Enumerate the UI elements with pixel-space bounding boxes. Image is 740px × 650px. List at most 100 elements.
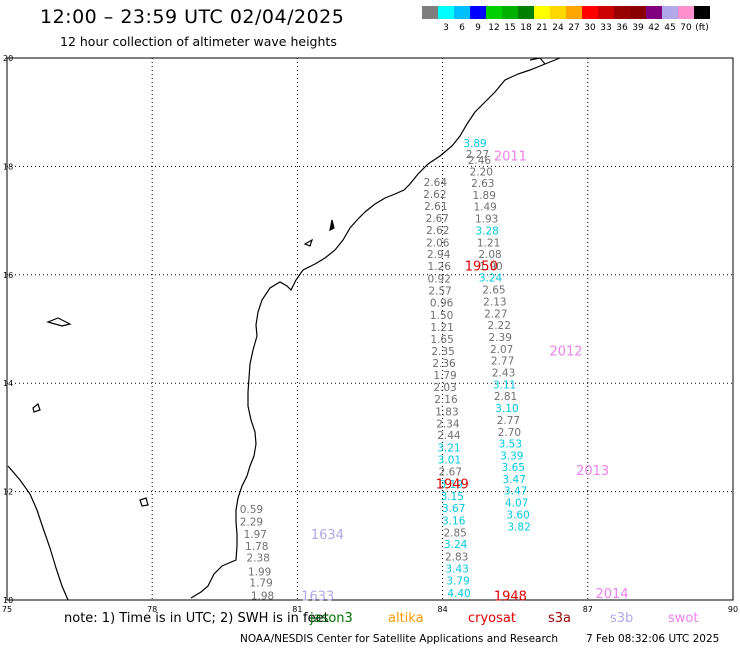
swh-value: 3.65 <box>502 462 525 474</box>
swh-value: 3.28 <box>475 225 498 237</box>
swh-value: 3.01 <box>438 455 461 467</box>
swh-value: 2.77 <box>497 415 520 427</box>
swh-value: 2.39 <box>489 332 512 344</box>
y-tick-label: 10 <box>3 596 13 605</box>
coastline <box>7 57 561 601</box>
swh-value: 2.16 <box>434 394 458 406</box>
swh-value: 1.78 <box>245 541 268 553</box>
map-border <box>6 57 734 601</box>
swh-value: 2.13 <box>483 296 506 308</box>
swh-value: 1.49 <box>473 202 496 214</box>
color-scale-label: 45 <box>664 23 676 33</box>
swh-value: 3.24 <box>444 539 468 551</box>
swh-value: 2.35 <box>431 346 454 358</box>
swh-value: 2.70 <box>498 427 521 439</box>
swh-value: 3.19 <box>440 479 463 491</box>
x-tick-label: 81 <box>292 605 302 614</box>
x-tick-label: 87 <box>583 605 593 614</box>
color-swatch <box>486 6 502 19</box>
color-scale-legend: 3 6 9 12 15 18 21 24 27 30 33 36 39 42 45 70 (ft) <box>422 6 710 33</box>
color-scale-label: 18 <box>520 23 532 33</box>
color-swatch <box>422 6 438 19</box>
color-scale-labels: 3 6 9 12 15 18 21 24 27 30 33 36 39 42 45 70 (ft) <box>422 23 710 33</box>
swh-value: 2.77 <box>491 355 514 367</box>
pass-time-labels: 2011 1950 2012 1949 2013 1634 1633 1948 2014 <box>301 150 628 605</box>
color-scale-label: 42 <box>648 23 660 33</box>
swh-value: 2.64 <box>424 177 448 189</box>
swh-value: 2.61 <box>424 201 447 213</box>
satellite-label-swot: swot <box>668 611 699 626</box>
satellite-label-s3a: s3a <box>548 611 572 626</box>
color-scale-label: 21 <box>536 23 548 33</box>
color-swatch <box>614 6 630 19</box>
swh-value: 3.10 <box>495 403 518 415</box>
x-tick-label: 84 <box>438 605 448 614</box>
chart-subtitle: 12 hour collection of altimeter wave hei… <box>60 34 337 49</box>
swh-value: 2.34 <box>436 418 460 430</box>
swh-value: 1.79 <box>249 578 272 590</box>
color-swatch <box>678 6 694 19</box>
y-tick-label: 20 <box>3 54 13 63</box>
swh-value: 2.63 <box>471 178 494 190</box>
satellite-label-s3b: s3b <box>610 611 634 626</box>
swh-observations: 0.592.291.971.782.381.991.791.982.642.62… <box>240 138 531 603</box>
pass-time-label: 2011 <box>494 150 527 165</box>
lat-lon-grid <box>7 58 733 600</box>
color-scale-label: 9 <box>475 23 481 33</box>
color-scale-label: (ft) <box>695 23 709 33</box>
color-swatch <box>470 6 486 19</box>
color-swatch <box>518 6 534 19</box>
color-scale-label: 12 <box>488 23 500 33</box>
axis-tick-labels: 75 78 81 84 87 90 10 12 14 16 18 20 <box>2 54 738 614</box>
swh-value: 3.21 <box>437 443 460 455</box>
swh-value: 1.65 <box>430 334 453 346</box>
color-swatch <box>694 6 710 19</box>
pass-time-label: 1950 <box>465 260 498 275</box>
generation-timestamp: 7 Feb 08:32:06 UTC 2025 <box>586 633 720 645</box>
swh-value: 2.07 <box>490 344 513 356</box>
swh-value: 3.15 <box>441 491 464 503</box>
footer-note: note: 1) Time is in UTC; 2) SWH is in fe… <box>64 611 329 626</box>
chart-title: 12:00 – 23:59 UTC 02/04/2025 <box>40 6 345 28</box>
swh-value: 0.92 <box>428 274 451 286</box>
pass-time-label: 2013 <box>576 464 609 479</box>
swh-value: 3.47 <box>504 486 527 498</box>
pass-time-label: 1633 <box>301 590 334 605</box>
color-swatch <box>646 6 662 19</box>
y-tick-label: 14 <box>3 379 13 388</box>
credit-line: NOAA/NESDIS Center for Satellite Applica… <box>240 633 558 645</box>
swh-value: 2.85 <box>443 527 466 539</box>
swh-value: 1.93 <box>475 213 498 225</box>
swh-value: 3.82 <box>507 521 530 533</box>
x-tick-label: 78 <box>147 605 157 614</box>
swh-value: 2.65 <box>482 284 505 296</box>
swh-value: 1.83 <box>435 406 458 418</box>
satellite-label-jason3: jason3 <box>310 611 353 626</box>
swh-value: 1.79 <box>433 370 456 382</box>
color-swatch <box>598 6 614 19</box>
swh-value: 2.44 <box>437 430 461 442</box>
swh-value: 3.16 <box>442 515 466 527</box>
swh-value: 3.79 <box>446 575 469 587</box>
color-scale-label: 33 <box>600 23 612 33</box>
swh-value: 3.11 <box>493 379 516 391</box>
swh-value: 3.53 <box>499 438 522 450</box>
swh-value: 1.97 <box>244 529 267 541</box>
swh-value: 2.94 <box>427 249 451 261</box>
swh-value: 2.57 <box>428 286 451 298</box>
swh-value: 2.20 <box>470 166 493 178</box>
swh-value: 2.62 <box>423 189 446 201</box>
satellite-label-cryosat: cryosat <box>468 611 516 626</box>
swh-value: 3.89 <box>463 138 486 150</box>
color-scale-label: 30 <box>584 23 596 33</box>
y-tick-label: 12 <box>3 488 13 497</box>
color-scale-label: 70 <box>680 23 692 33</box>
color-scale-label: 24 <box>552 23 564 33</box>
swh-value: 3.47 <box>503 474 526 486</box>
color-swatch-row <box>422 6 710 19</box>
swh-value: 0.96 <box>430 297 454 309</box>
color-scale-label: 36 <box>616 23 628 33</box>
swh-value: 2.38 <box>247 553 270 565</box>
color-swatch <box>438 6 454 19</box>
color-swatch <box>582 6 598 19</box>
